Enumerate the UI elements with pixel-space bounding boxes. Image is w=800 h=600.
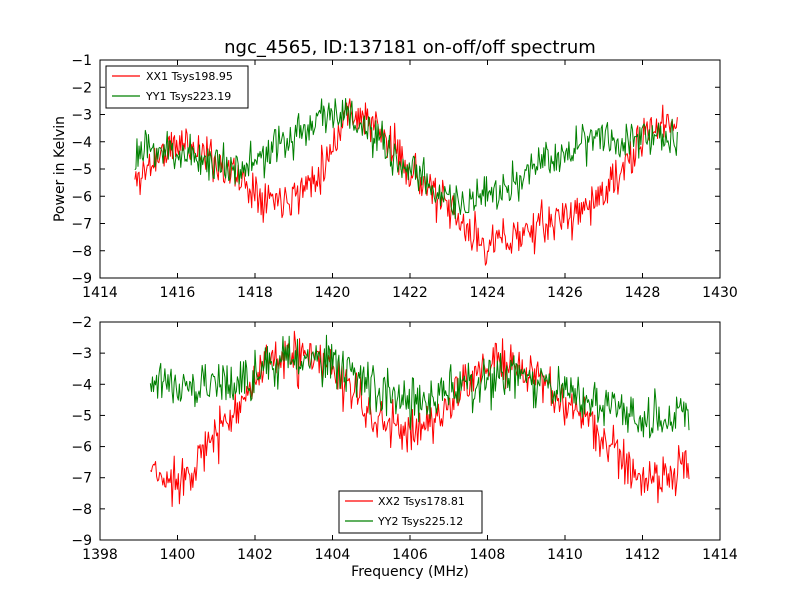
- top-y-tick-label: −1: [71, 53, 92, 69]
- chart-title: ngc_4565, ID:137181 on-off/off spectrum: [224, 37, 596, 58]
- top-y-tick-label: −7: [71, 217, 92, 233]
- top-y-tick-label: −6: [71, 189, 92, 205]
- top-y-tick-label: −5: [71, 162, 92, 178]
- bottom-axis-ticks: 1398 1400 1402 1404 1406 1408 1410 1412 1414 −9 −8…: [71, 315, 738, 563]
- top-y-tick-label: −9: [71, 271, 92, 287]
- bottom-y-tick-label: −4: [71, 377, 92, 393]
- top-x-tick-label: 1422: [392, 285, 428, 301]
- bottom-y-tick-label: −7: [71, 471, 92, 487]
- bottom-x-tick-label: 1406: [392, 547, 428, 563]
- top-y-tick-label: −3: [71, 108, 92, 124]
- bottom-x-tick-label: 1398: [82, 547, 118, 563]
- top-y-tick-label: −4: [71, 135, 92, 151]
- legend-label-yy1: YY1 Tsys223.19: [145, 90, 231, 103]
- bottom-series-line-1: [149, 334, 690, 439]
- top-y-tick-label: −8: [71, 244, 92, 260]
- bottom-legend-box: [338, 490, 483, 534]
- top-y-axis-label: Power in Kelvin: [52, 116, 68, 222]
- top-legend-box: [105, 65, 249, 109]
- top-x-tick-label: 1418: [237, 285, 273, 301]
- legend-label-xx2: XX2 Tsys178.81: [378, 495, 465, 508]
- top-x-tick-label: 1420: [315, 285, 351, 301]
- bottom-x-tick-label: 1408: [470, 547, 506, 563]
- x-axis-label: Frequency (MHz): [351, 564, 469, 580]
- bottom-series-line-0: [150, 330, 690, 507]
- bottom-x-tick-label: 1400: [160, 547, 196, 563]
- top-x-tick-label: 1430: [702, 285, 738, 301]
- top-x-tick-label: 1416: [160, 285, 196, 301]
- legend-label-xx1: XX1 Tsys198.95: [146, 70, 233, 83]
- legend-label-yy2: YY2 Tsys225.12: [377, 515, 463, 528]
- top-x-tick-label: 1426: [547, 285, 583, 301]
- top-series-lines: [134, 97, 678, 266]
- bottom-series-lines: [149, 330, 690, 507]
- bottom-y-tick-label: −6: [71, 440, 92, 456]
- bottom-x-tick-label: 1402: [237, 547, 273, 563]
- bottom-x-tick-label: 1410: [547, 547, 583, 563]
- top-x-tick-label: 1414: [82, 285, 118, 301]
- top-y-tick-label: −2: [71, 80, 92, 96]
- top-axis-ticks: 1414 1416 1418 1420 1422 1424 1426 1428 1430 −9 −8…: [71, 53, 737, 301]
- bottom-y-tick-label: −8: [71, 502, 92, 518]
- bottom-y-tick-label: −3: [71, 346, 92, 362]
- top-legend: XX1 Tsys198.95 YY1 Tsys223.19: [105, 65, 249, 109]
- bottom-y-tick-label: −2: [71, 315, 92, 331]
- bottom-legend: XX2 Tsys178.81 YY2 Tsys225.12: [338, 490, 483, 534]
- bottom-x-tick-label: 1412: [625, 547, 661, 563]
- top-series-line-0: [134, 98, 678, 266]
- bottom-y-tick-label: −5: [71, 408, 92, 424]
- top-x-tick-label: 1424: [470, 285, 506, 301]
- bottom-y-tick-label: −9: [71, 533, 92, 549]
- bottom-x-tick-label: 1414: [702, 547, 738, 563]
- top-x-tick-label: 1428: [625, 285, 661, 301]
- bottom-x-tick-label: 1404: [315, 547, 351, 563]
- top-series-line-1: [134, 97, 678, 220]
